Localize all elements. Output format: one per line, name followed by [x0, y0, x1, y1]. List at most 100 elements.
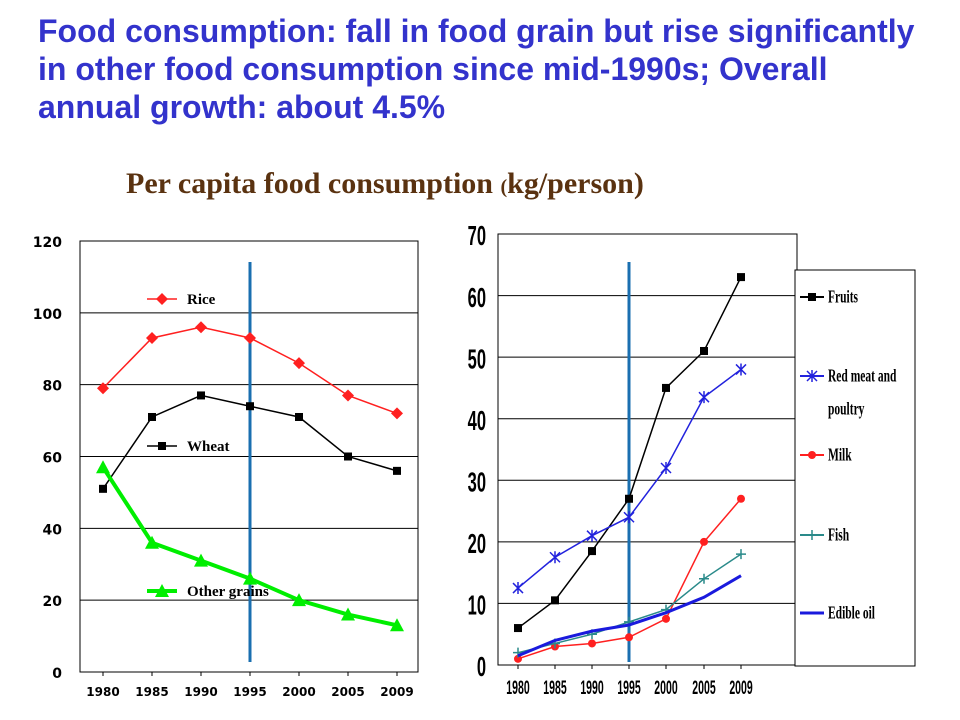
data-point-milk — [514, 654, 522, 663]
data-point-other-grains — [243, 571, 257, 585]
data-point-rice — [293, 357, 305, 370]
data-point-fish — [624, 616, 634, 627]
data-point-other-grains — [96, 460, 110, 474]
data-point-wheat — [197, 391, 205, 400]
data-point-fruits — [737, 273, 745, 282]
x-tick-label: 1980 — [506, 678, 530, 699]
data-point-rice — [391, 407, 403, 420]
data-point-rice — [195, 321, 207, 334]
y-tick-label: 0 — [52, 666, 62, 682]
legend-marker-fruits — [808, 293, 816, 301]
plot-frame — [497, 233, 798, 666]
legend-label-rice: Rice — [187, 292, 216, 308]
y-tick-label: 60 — [468, 281, 486, 313]
x-tick-label: 2009 — [380, 685, 413, 699]
data-point-milk — [700, 537, 708, 546]
data-point-fruits — [588, 547, 596, 556]
legend-marker-red-meat-and-poultry — [806, 370, 818, 382]
x-tick-label: 2005 — [692, 678, 716, 699]
chart-heading-unit-open: ( — [500, 176, 508, 198]
y-tick-label: 40 — [468, 404, 486, 436]
y-tick-label: 20 — [43, 594, 63, 610]
x-tick-label: 1985 — [135, 685, 168, 699]
data-point-wheat — [148, 412, 156, 421]
data-point-red-meat-and-poultry — [660, 461, 672, 474]
data-point-wheat — [246, 402, 254, 411]
series-line-edible-oil — [517, 574, 742, 658]
chart-heading-text: Per capita food consumption — [126, 167, 493, 200]
y-tick-label: 40 — [43, 522, 63, 538]
legend-marker-rice — [156, 293, 168, 305]
y-tick-label: 100 — [33, 307, 62, 323]
data-point-rice — [97, 382, 109, 395]
data-point-wheat — [344, 452, 352, 461]
data-point-red-meat-and-poultry — [549, 551, 561, 564]
data-point-fish — [513, 647, 523, 658]
data-point-fish — [699, 573, 709, 584]
y-tick-label: 60 — [43, 451, 63, 467]
x-tick-label: 1990 — [184, 685, 217, 699]
y-tick-label: 20 — [468, 528, 486, 560]
data-point-fruits — [625, 494, 633, 503]
data-point-milk — [625, 633, 633, 642]
data-point-other-grains — [341, 607, 355, 621]
y-tick-label: 120 — [33, 235, 62, 251]
legend-label-fruits: Fruits — [828, 288, 858, 307]
data-point-other-grains — [390, 618, 404, 632]
x-tick-label: 1995 — [617, 678, 641, 699]
data-point-red-meat-and-poultry — [698, 391, 710, 404]
y-tick-label: 30 — [468, 466, 486, 498]
legend-marker-milk — [808, 451, 816, 459]
legend-marker-wheat — [158, 442, 166, 450]
legend-label-edible-oil: Edible oil — [828, 604, 875, 623]
x-tick-label: 1980 — [86, 685, 119, 699]
data-point-other-grains — [145, 535, 159, 549]
data-point-fish — [550, 638, 560, 649]
data-point-fish — [587, 629, 597, 640]
data-point-red-meat-and-poultry — [623, 511, 635, 524]
data-point-fish — [736, 549, 746, 560]
data-point-red-meat-and-poultry — [512, 582, 524, 595]
data-point-milk — [737, 494, 745, 503]
data-point-wheat — [393, 466, 401, 475]
data-point-wheat — [99, 484, 107, 493]
data-point-milk — [588, 639, 596, 648]
x-tick-label: 2000 — [282, 685, 315, 699]
data-point-fruits — [514, 624, 522, 633]
series-line-rice — [102, 326, 398, 415]
slide-title: Food consumption: fall in food grain but… — [38, 13, 915, 125]
x-tick-label: 2000 — [654, 678, 678, 699]
chart-heading-unit: kg/person) — [507, 167, 644, 200]
legend-label-red-meat-and-poultry: Red meat and poultry — [828, 367, 897, 419]
x-tick-label: 2005 — [331, 685, 364, 699]
data-point-rice — [244, 331, 256, 344]
chart-heading: Per capita food consumption (kg/person) — [126, 167, 644, 201]
legend-box — [794, 269, 916, 667]
x-tick-label: 2009 — [729, 678, 753, 699]
data-point-rice — [342, 389, 354, 402]
x-tick-label: 1990 — [580, 678, 604, 699]
y-tick-label: 80 — [43, 379, 63, 395]
data-point-fruits — [551, 596, 559, 605]
x-tick-label: 1985 — [543, 678, 567, 699]
y-tick-label: 10 — [468, 589, 486, 621]
legend-label-milk: Milk — [828, 446, 852, 465]
series-line-fruits — [517, 276, 742, 629]
series-line-wheat — [102, 394, 398, 490]
x-tick-label: 1995 — [233, 685, 266, 699]
series-line-milk — [517, 498, 742, 660]
legend-marker-other-grains — [155, 584, 169, 597]
legend-marker-fish — [807, 530, 817, 540]
data-point-red-meat-and-poultry — [735, 363, 747, 376]
series-line-red-meat-and-poultry — [517, 368, 742, 589]
legend-label-fish: Fish — [828, 526, 850, 545]
data-point-rice — [146, 331, 158, 344]
data-point-milk — [662, 614, 670, 623]
data-point-fruits — [662, 383, 670, 392]
series-line-fish — [517, 553, 742, 654]
plot-frame — [79, 240, 419, 673]
data-point-wheat — [295, 412, 303, 421]
data-point-other-grains — [194, 553, 208, 567]
data-point-fruits — [700, 346, 708, 355]
y-tick-label: 0 — [477, 651, 486, 683]
